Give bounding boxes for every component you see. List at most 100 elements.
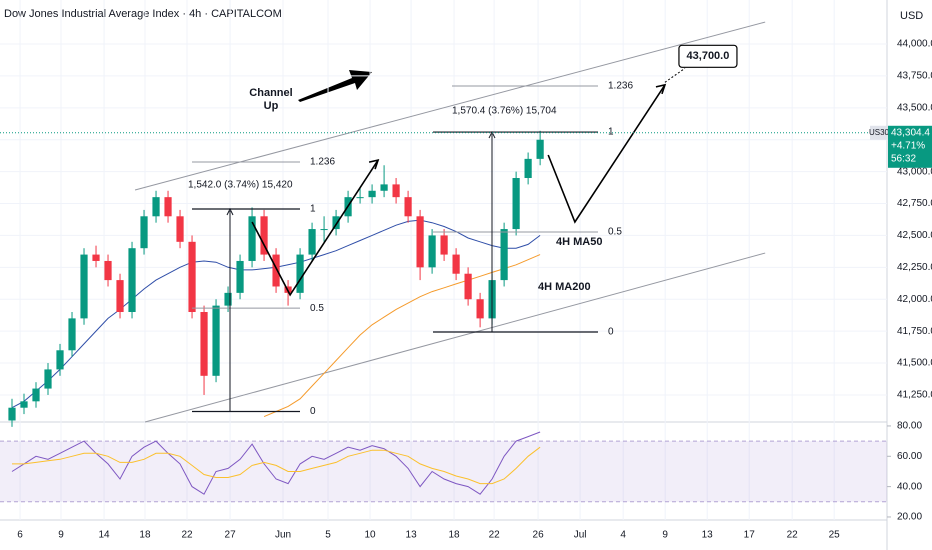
rsi-line — [12, 446, 541, 485]
fib-label: 0.5 — [608, 227, 622, 238]
candle-body — [404, 197, 412, 217]
x-tick-label: 10 — [364, 530, 376, 541]
rsi-tick-label: 80.00 — [897, 421, 922, 432]
candle-body — [452, 254, 460, 274]
candle-body — [356, 197, 364, 199]
candle-body — [236, 260, 244, 293]
candle-body — [332, 216, 340, 230]
y-tick-label: 43,750.0 — [897, 71, 932, 82]
ma-line — [263, 254, 541, 418]
candle-body — [296, 254, 304, 293]
x-tick-label: 18 — [139, 530, 151, 541]
candle-body — [500, 229, 508, 281]
symbol-box — [870, 125, 888, 140]
rsi-tick-label: 20.00 — [897, 512, 922, 523]
candle-body — [260, 216, 268, 255]
y-tick-label: 43,500.0 — [897, 102, 932, 113]
candle-body — [188, 241, 196, 313]
measure-arrowhead — [226, 207, 234, 216]
candle-body — [368, 190, 376, 198]
target-pointer — [664, 67, 686, 83]
fib-label: 0 — [608, 327, 614, 338]
projection-arrowhead — [655, 83, 667, 95]
candle-body — [476, 299, 484, 319]
candle-body — [116, 280, 124, 313]
channel-arrow — [298, 70, 372, 102]
candle-body — [152, 197, 160, 217]
x-tick-label: 25 — [829, 530, 841, 541]
candle-body — [320, 229, 328, 231]
rsi-tick-label: 60.00 — [897, 451, 922, 462]
x-tick-label: 17 — [744, 530, 756, 541]
rsi-line — [11, 431, 541, 495]
measure-arrowhead — [488, 130, 496, 139]
candle-body — [524, 158, 532, 179]
rsi-tick-label: 40.00 — [897, 481, 922, 492]
x-tick-label: 9 — [58, 530, 64, 541]
x-tick-label: 9 — [662, 530, 668, 541]
y-tick-label: 44,000.0 — [897, 39, 932, 50]
candle-body — [20, 401, 28, 408]
y-tick-label: 42,000.0 — [897, 294, 932, 305]
candle-body — [212, 305, 220, 376]
projection-line — [547, 84, 666, 224]
legend-label: 4H MA200 — [538, 281, 591, 293]
projection-line — [251, 159, 379, 297]
candle-body — [8, 407, 16, 421]
candle-body — [392, 184, 400, 198]
candle-body — [512, 178, 520, 230]
x-tick-label: 22 — [787, 530, 799, 541]
annotation: Channel — [249, 87, 292, 99]
x-tick-label: Jul — [574, 530, 587, 541]
candle-body — [440, 235, 448, 255]
y-tick-label: 42,750.0 — [897, 198, 932, 209]
change-label: +4.71% — [891, 140, 925, 151]
candle-body — [68, 318, 76, 351]
countdown-label: 56:32 — [891, 153, 916, 164]
x-tick-label: 22 — [181, 530, 193, 541]
x-tick-label: 27 — [225, 530, 237, 541]
candle-body — [308, 229, 316, 255]
fib-label: 1.236 — [608, 81, 633, 92]
y-tick-label: 41,750.0 — [897, 326, 932, 337]
candle-body — [224, 292, 232, 306]
x-tick-label: 18 — [448, 530, 460, 541]
candle-body — [44, 369, 52, 389]
candle-body — [56, 350, 64, 370]
x-tick-label: 13 — [702, 530, 714, 541]
target-label: 43,700.0 — [687, 50, 730, 62]
x-tick-label: 13 — [406, 530, 418, 541]
x-tick-label: 5 — [325, 530, 331, 541]
fib-label: 0 — [310, 406, 316, 417]
candle-body — [248, 216, 256, 261]
candle-body — [428, 235, 436, 268]
candle-body — [32, 388, 40, 402]
y-tick-label: 41,250.0 — [897, 390, 932, 401]
x-tick-label: 26 — [533, 530, 545, 541]
candle-body — [140, 216, 148, 249]
y-tick-label: 42,500.0 — [897, 230, 932, 241]
y-tick-label: 41,500.0 — [897, 358, 932, 369]
candle-body — [416, 216, 424, 268]
measure-label: 1,542.0 (3.74%) 15,420 — [188, 180, 293, 191]
projection-arrowhead — [368, 159, 380, 170]
measure-label: 1,570.4 (3.76%) 15,704 — [452, 106, 557, 117]
fib-label: 1 — [608, 127, 614, 138]
candle-body — [464, 273, 472, 300]
x-tick-label: 14 — [99, 530, 111, 541]
legend-label: 4H MA50 — [556, 236, 602, 248]
candle-body — [536, 139, 544, 159]
y-tick-label: 42,250.0 — [897, 262, 932, 273]
candle-body — [200, 312, 208, 376]
candle-body — [80, 254, 88, 319]
fib-label: 1.236 — [310, 157, 335, 168]
x-tick-label: 4 — [620, 530, 626, 541]
x-tick-label: Jun — [275, 530, 291, 541]
currency: USD — [900, 10, 923, 22]
candle-body — [272, 254, 280, 287]
fib-label: 1 — [310, 204, 316, 215]
x-tick-label: 6 — [17, 530, 23, 541]
price-label: 43,304.4 — [891, 127, 930, 138]
candle-body — [176, 216, 184, 242]
y-tick-label: 43,000.0 — [897, 166, 932, 177]
